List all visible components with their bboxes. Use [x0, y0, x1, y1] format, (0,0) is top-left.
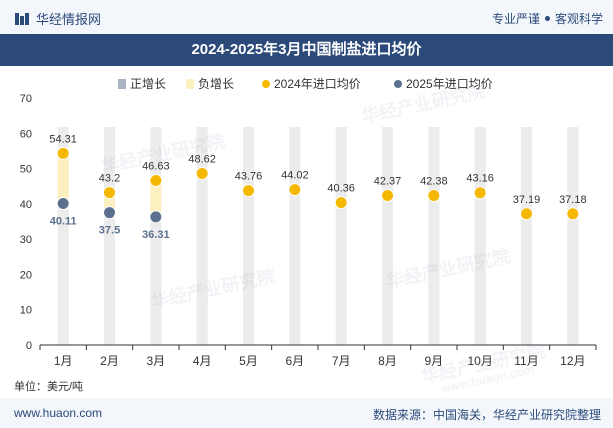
data-label-2024: 40.36 — [327, 183, 355, 195]
category-column — [474, 127, 486, 345]
x-tick-label: 2月 — [100, 354, 119, 368]
data-label-2024: 37.19 — [513, 194, 541, 206]
y-tick-label: 0 — [26, 340, 32, 352]
slogan-left: 专业严谨 — [491, 12, 540, 26]
category-column — [521, 127, 532, 345]
x-tick-label: 6月 — [285, 354, 304, 368]
decrease-bar — [104, 192, 115, 213]
legend-label: 2025年进口均价 — [406, 77, 493, 91]
x-tick-label: 12月 — [560, 354, 585, 368]
decrease-bar — [150, 180, 162, 217]
point-2024 — [334, 196, 348, 210]
chart-title: 2024-2025年3月中国制盐进口均价 — [0, 34, 613, 66]
x-tick-label: 5月 — [239, 354, 258, 368]
data-label-2024: 42.38 — [420, 175, 448, 187]
data-label-2025: 40.11 — [50, 215, 77, 227]
data-label-2024: 42.37 — [374, 175, 402, 187]
point-2024 — [520, 207, 533, 221]
legend-label: 正增长 — [130, 77, 166, 91]
data-source: 数据来源：中国海关，华经产业研究院整理 — [372, 408, 601, 422]
x-tick-label: 11月 — [514, 354, 538, 368]
legend-swatch — [186, 79, 194, 89]
data-label-2024: 43.16 — [466, 173, 494, 185]
y-tick-label: 20 — [20, 269, 32, 281]
y-tick-label: 70 — [20, 93, 32, 105]
data-label-2025: 36.31 — [142, 229, 170, 241]
category-column — [104, 127, 115, 345]
point-2024 — [427, 188, 441, 202]
x-tick-label: 3月 — [146, 354, 165, 368]
brand-name: 华经情报网 — [36, 12, 102, 27]
point-2025 — [103, 206, 116, 220]
legend-label: 负增长 — [198, 77, 234, 91]
category-column — [196, 127, 208, 345]
y-tick-label: 50 — [20, 164, 32, 176]
point-2025 — [149, 210, 163, 224]
data-label-2024: 54.31 — [49, 133, 77, 145]
y-tick-label: 60 — [20, 128, 32, 140]
point-2025 — [56, 196, 70, 210]
legend-swatch — [394, 80, 402, 88]
point-2024 — [242, 184, 255, 198]
category-column — [150, 127, 162, 345]
point-2024 — [566, 207, 580, 221]
chart: 正增长 负增长 2024年进口均价 2025年进口均价 0 10 20 30 40 50 60 70 1… — [20, 77, 597, 368]
category-column — [243, 127, 254, 345]
data-label-2024: 46.63 — [142, 160, 170, 172]
category-column — [335, 127, 347, 345]
point-2024 — [103, 186, 116, 200]
slogan: 专业严谨 客观科学 — [492, 10, 603, 27]
brand: 华经情报网 — [14, 9, 101, 28]
brand-logo-icon — [15, 12, 29, 25]
slogan-right: 客观科学 — [554, 12, 603, 26]
data-label-2024: 43.76 — [235, 171, 263, 183]
point-2024 — [149, 173, 163, 187]
category-column — [289, 127, 301, 345]
category-column — [382, 127, 393, 345]
category-column — [428, 127, 440, 345]
y-tick-label: 40 — [20, 199, 32, 211]
point-2024 — [473, 186, 487, 200]
legend-label: 2024年进口均价 — [274, 77, 361, 91]
slogan-dot-icon — [544, 16, 550, 21]
unit-label: 单位：美元/吨 — [14, 381, 84, 393]
point-2024 — [381, 188, 394, 202]
legend-swatch — [262, 80, 270, 88]
point-2024 — [288, 183, 302, 197]
site-url: www.huaon.com — [14, 406, 103, 420]
point-2024 — [56, 146, 70, 160]
decrease-bar — [57, 153, 69, 204]
point-2024 — [195, 166, 209, 180]
y-tick-label: 10 — [20, 305, 32, 317]
data-label-2025: 37.5 — [99, 225, 120, 237]
category-column — [567, 127, 579, 345]
data-label-2024: 44.02 — [281, 170, 309, 182]
category-column — [57, 127, 69, 345]
legend-swatch — [118, 79, 126, 89]
x-tick-label: 7月 — [332, 354, 351, 368]
x-tick-label: 1月 — [54, 354, 73, 368]
data-label-2024: 43.2 — [99, 173, 120, 185]
x-tick-label: 8月 — [378, 354, 397, 368]
x-tick-label: 9月 — [424, 354, 443, 368]
top-bar: 华经情报网 专业严谨 客观科学 — [0, 0, 613, 34]
x-tick-label: 10月 — [467, 354, 492, 368]
y-tick-label: 30 — [20, 234, 32, 246]
data-label-2024: 48.62 — [188, 153, 216, 165]
data-label-2024: 37.18 — [559, 194, 587, 206]
x-tick-label: 4月 — [193, 354, 212, 368]
bottom-bar: www.huaon.com 数据来源：中国海关，华经产业研究院整理 — [0, 398, 613, 428]
